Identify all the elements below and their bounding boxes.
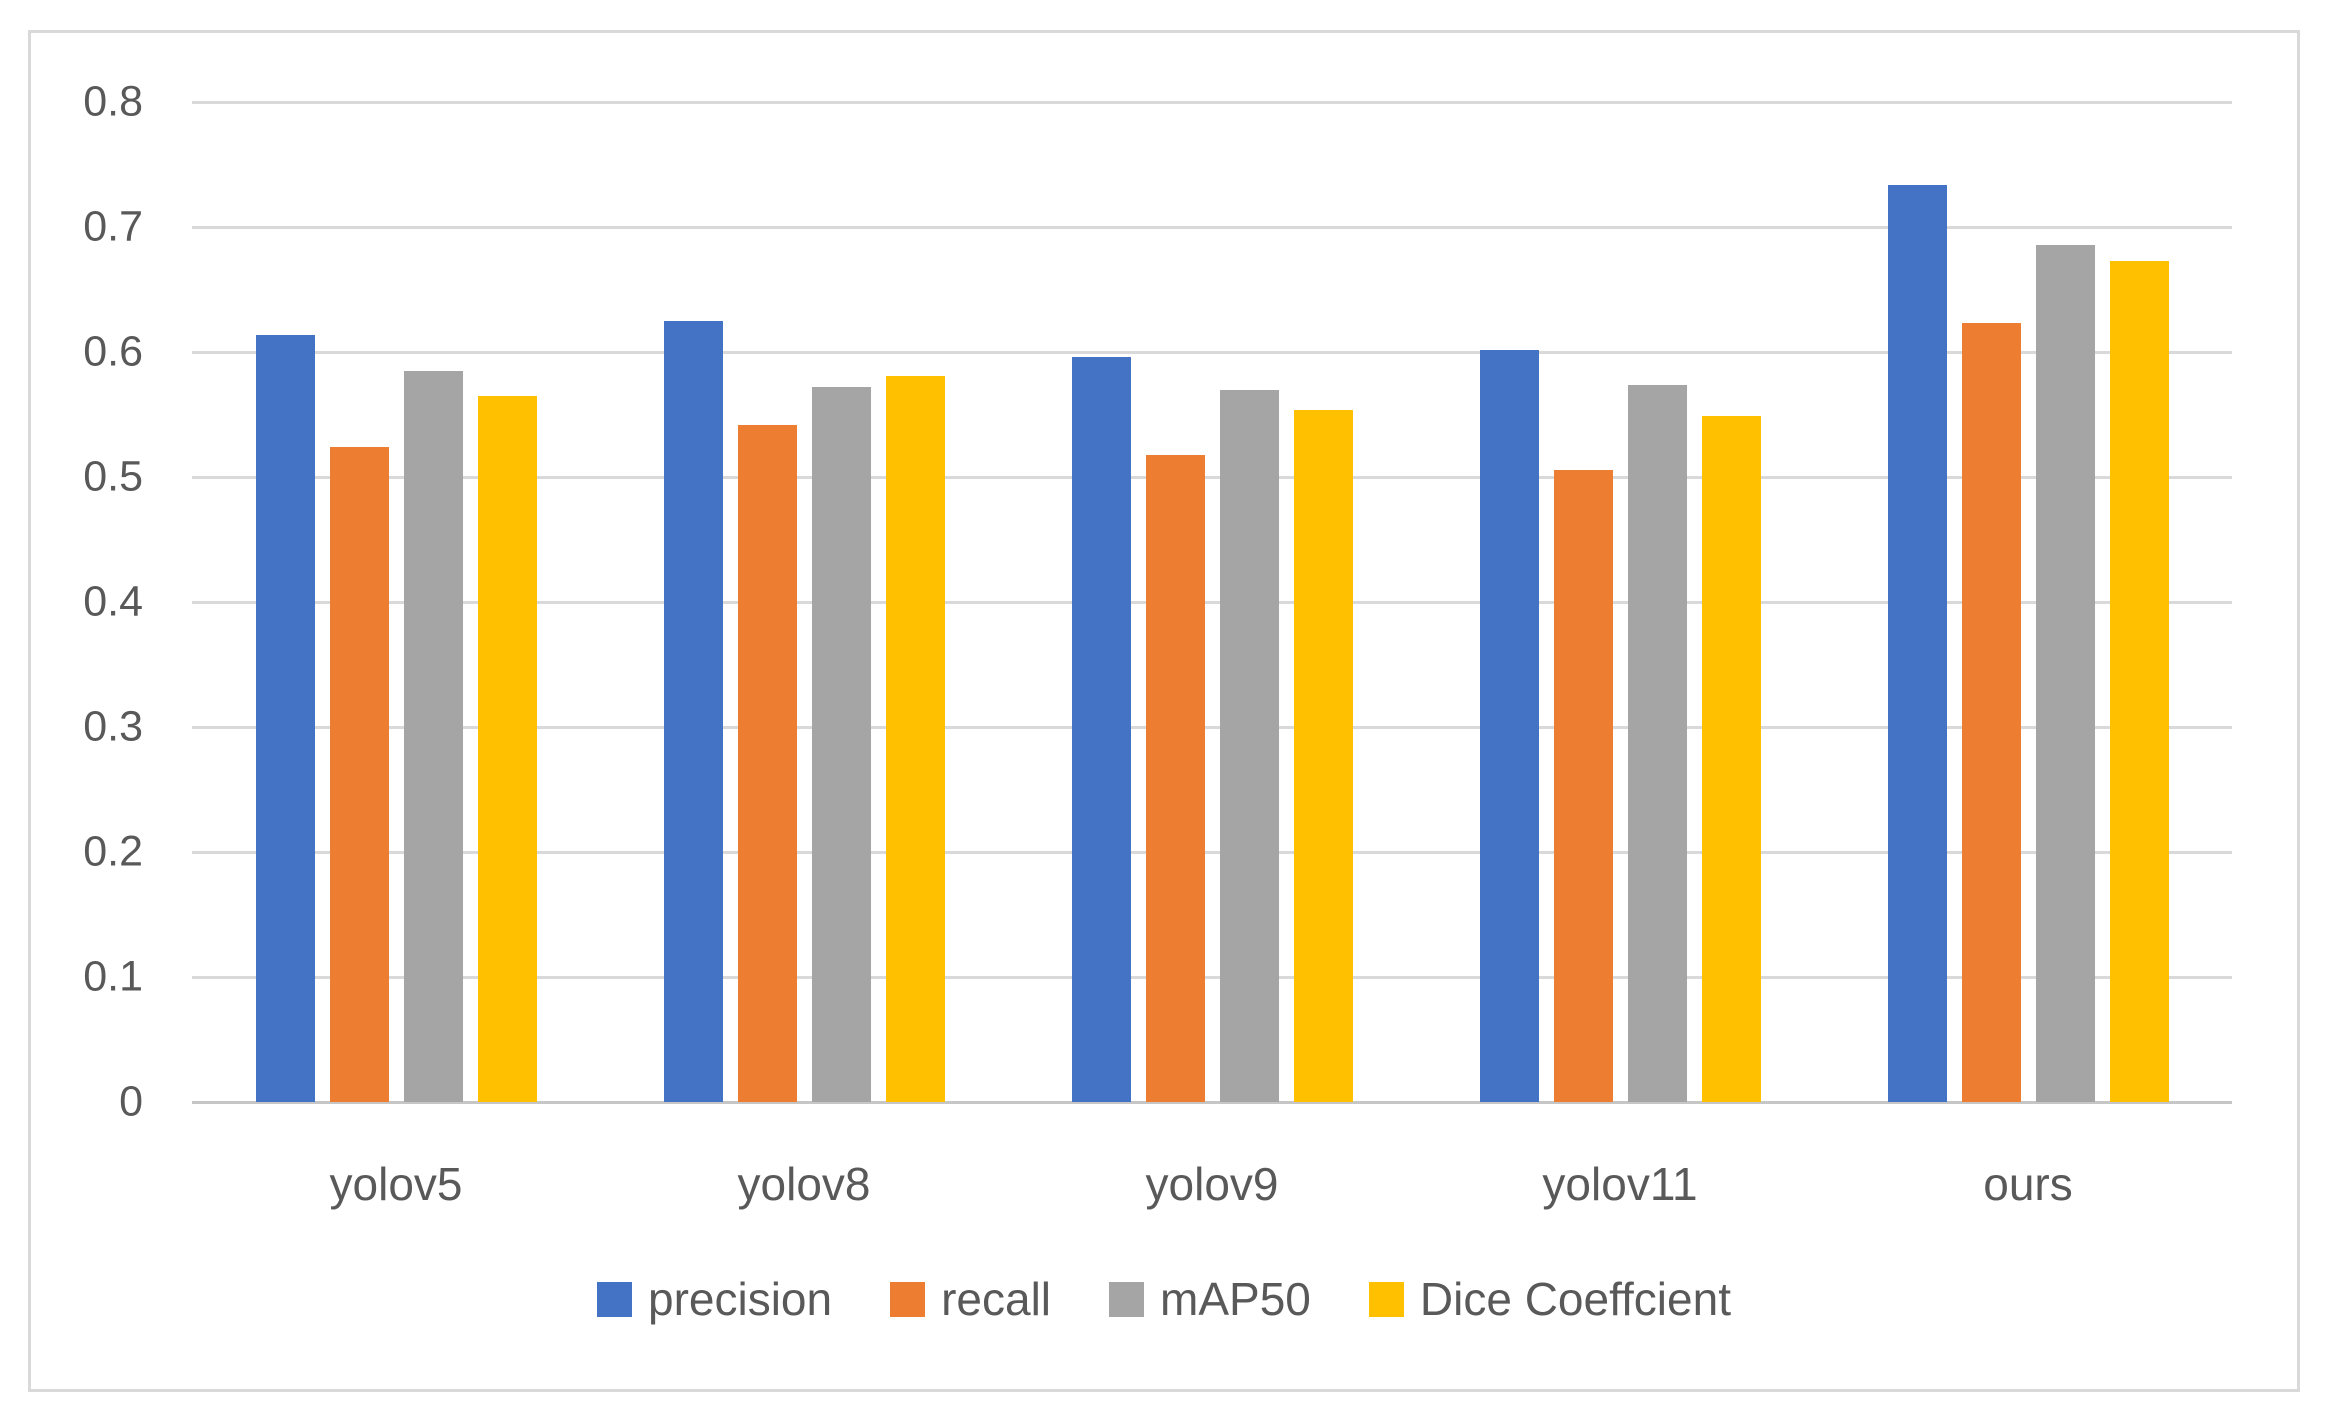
bar-dice-coeffcient-yolov11: [1701, 415, 1761, 1102]
legend-swatch-icon: [597, 1281, 632, 1317]
bar-precision-yolov9: [1071, 357, 1131, 1102]
plot-area: [192, 101, 2232, 1104]
gridline: [192, 226, 2232, 229]
bar-recall-yolov9: [1145, 454, 1205, 1102]
bar-map50-yolov9: [1219, 389, 1279, 1102]
bar-recall-yolov5: [329, 447, 389, 1102]
gridline: [192, 601, 2232, 604]
y-tick-label: 0.4: [83, 577, 143, 626]
legend-label: mAP50: [1160, 1273, 1311, 1325]
bar-map50-yolov11: [1627, 384, 1687, 1102]
bar-precision-yolov8: [663, 320, 723, 1102]
bar-recall-yolov11: [1553, 469, 1613, 1102]
y-tick-label: 0.6: [83, 327, 143, 376]
y-tick-label: 0.5: [83, 452, 143, 501]
bar-group-yolov11: [1416, 102, 1824, 1102]
bar-dice-coeffcient-ours: [2109, 260, 2169, 1102]
legend-item-dice-coeffcient: Dice Coeffcient: [1368, 1273, 1731, 1325]
bar-recall-yolov8: [737, 424, 797, 1102]
x-category-label-ours: ours: [1983, 1158, 2073, 1210]
gridline: [192, 101, 2232, 104]
gridline: [192, 976, 2232, 979]
bar-dice-coeffcient-yolov9: [1293, 409, 1353, 1102]
legend: precision recall mAP50 Dice Coeffcient: [31, 1276, 2297, 1322]
y-tick-label: 0.7: [83, 202, 143, 251]
y-tick-label: 0: [119, 1077, 143, 1126]
y-tick-label: 0.1: [83, 952, 143, 1001]
y-tick-label: 0.8: [83, 77, 143, 126]
bar-group-yolov5: [192, 102, 600, 1102]
legend-item-map50: mAP50: [1109, 1276, 1311, 1322]
bar-recall-ours: [1961, 323, 2021, 1102]
gridline: [192, 726, 2232, 729]
y-tick-label: 0.3: [83, 702, 143, 751]
legend-label: precision: [648, 1273, 833, 1325]
x-category-label-yolov8: yolov8: [737, 1158, 871, 1210]
bar-precision-yolov11: [1479, 349, 1539, 1102]
bar-precision-ours: [1887, 184, 1947, 1102]
x-category-label-yolov5: yolov5: [329, 1158, 463, 1210]
legend-swatch-icon: [890, 1281, 926, 1317]
legend-item-recall: recall: [890, 1276, 1051, 1322]
legend-label: Dice Coeffcient: [1419, 1273, 1731, 1325]
chart-figure: 0 0.1 0.2 0.3 0.4 0.5 0.6 0.7 0.8 yolov5 yolov8 yo…: [28, 30, 2300, 1392]
bar-group-ours: [1824, 102, 2232, 1102]
bar-precision-yolov5: [255, 334, 315, 1102]
bar-dice-coeffcient-yolov8: [885, 375, 945, 1102]
legend-swatch-icon: [1109, 1281, 1145, 1317]
bar-dice-coeffcient-yolov5: [477, 395, 537, 1102]
bar-group-yolov9: [1008, 102, 1416, 1102]
bar-map50-ours: [2035, 244, 2095, 1102]
bar-group-yolov8: [600, 102, 1008, 1102]
gridline: [192, 476, 2232, 479]
bar-map50-yolov5: [403, 370, 463, 1102]
x-category-label-yolov9: yolov9: [1145, 1158, 1279, 1210]
legend-label: recall: [941, 1273, 1052, 1325]
x-category-label-yolov11: yolov11: [1542, 1158, 1698, 1210]
legend-swatch-icon: [1368, 1281, 1404, 1317]
gridline: [192, 351, 2232, 354]
legend-item-precision: precision: [597, 1276, 832, 1322]
x-axis-line: [192, 1101, 2232, 1104]
y-tick-label: 0.2: [83, 827, 143, 876]
bar-map50-yolov8: [811, 387, 871, 1102]
gridline: [192, 851, 2232, 854]
